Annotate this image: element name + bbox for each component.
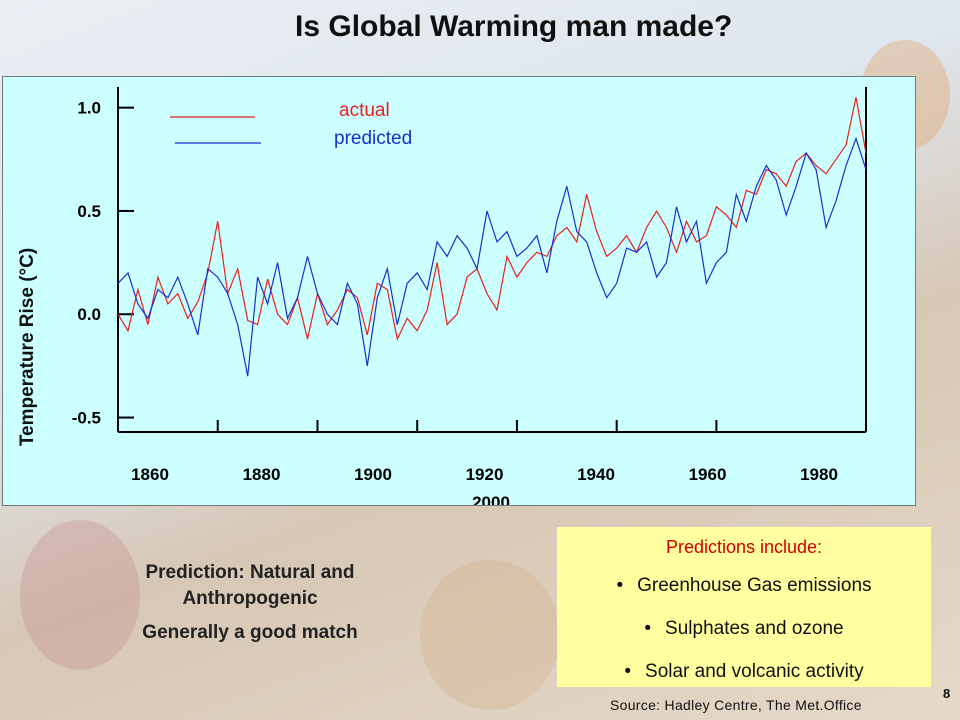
y-tick-label: 0.0 bbox=[77, 305, 101, 324]
x-tick-label: 1860 bbox=[131, 465, 169, 484]
y-tick-label: -0.5 bbox=[72, 409, 101, 428]
predictions-list: Greenhouse Gas emissions Sulphates and o… bbox=[557, 575, 931, 704]
caption-line-1: Prediction: Natural and Anthropogenic bbox=[145, 562, 355, 609]
x-tick-label: 1960 bbox=[689, 465, 727, 484]
page-number: 8 bbox=[943, 686, 951, 701]
chart-canvas: Temperature Rise (°C) actual predicted 1… bbox=[17, 86, 867, 505]
legend-predicted-label: predicted bbox=[334, 128, 412, 149]
x-tick-label: 1880 bbox=[243, 465, 281, 484]
background-balloon bbox=[20, 520, 140, 670]
x-tick-label: 2000 bbox=[472, 493, 510, 505]
caption-line-2: Generally a good match bbox=[142, 622, 358, 643]
slide-title: Is Global Warming man made? bbox=[295, 10, 733, 43]
prediction-item: Greenhouse Gas emissions bbox=[557, 575, 931, 618]
source-citation: Source: Hadley Centre, The Met.Office bbox=[610, 697, 862, 713]
background-balloon bbox=[420, 560, 560, 710]
y-tick-label: 1.0 bbox=[77, 99, 101, 118]
y-tick-label: 0.5 bbox=[77, 202, 101, 221]
x-tick-label: 1980 bbox=[800, 465, 838, 484]
series-line-predicted bbox=[117, 136, 867, 377]
x-tick-label: 1920 bbox=[466, 465, 504, 484]
temperature-chart: Temperature Rise (°C) actual predicted 1… bbox=[2, 76, 916, 506]
predictions-box: Predictions include: Greenhouse Gas emis… bbox=[557, 527, 931, 687]
y-axis-label: Temperature Rise (°C) bbox=[17, 248, 38, 446]
prediction-item: Sulphates and ozone bbox=[557, 618, 931, 661]
prediction-caption: Prediction: Natural and Anthropogenic Ge… bbox=[100, 560, 400, 654]
x-tick-label: 1940 bbox=[577, 465, 615, 484]
predictions-heading: Predictions include: bbox=[665, 537, 823, 557]
legend-actual-label: actual bbox=[339, 100, 390, 121]
x-tick-label: 1900 bbox=[354, 465, 392, 484]
prediction-item: Solar and volcanic activity bbox=[557, 661, 931, 704]
